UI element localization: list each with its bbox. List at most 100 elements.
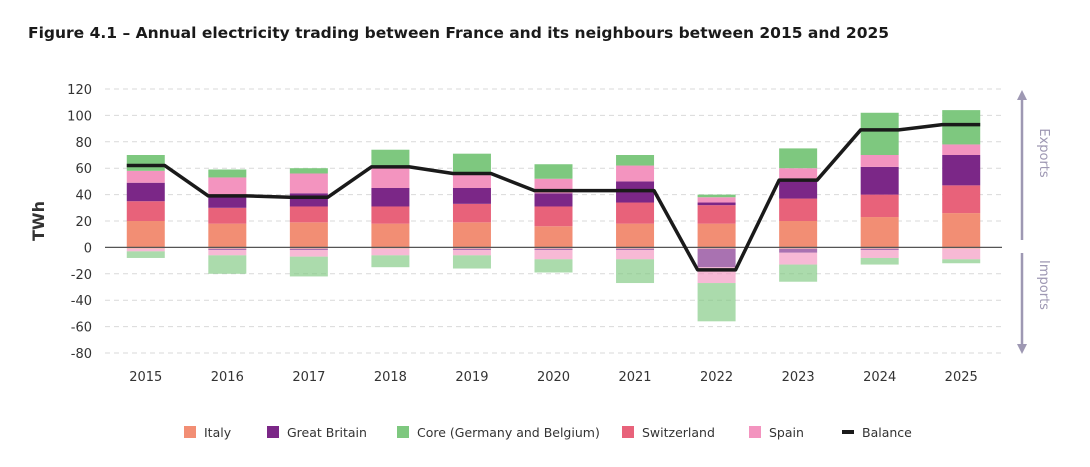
bar-import-italy (942, 247, 981, 249)
legend-swatch (749, 426, 761, 438)
legend-swatch (397, 426, 409, 438)
bar-export-spain (452, 172, 491, 188)
bar-import-italy (860, 247, 899, 249)
legend-label: Spain (769, 425, 804, 440)
bar-export-great (779, 178, 818, 199)
x-tick-label: 2015 (129, 370, 162, 385)
bar-import-core (289, 256, 328, 277)
bar-export-italy (779, 221, 818, 248)
x-tick-label: 2025 (945, 370, 978, 385)
bar-export-italy (452, 222, 491, 248)
bar-export-italy (616, 223, 655, 248)
bar-export-core (126, 155, 165, 171)
bar-export-switzerland (616, 202, 655, 224)
bar-import-spain (289, 250, 328, 257)
bar-export-core (616, 155, 655, 166)
bar-import-italy (289, 247, 328, 249)
bar-import-spain (452, 250, 491, 256)
bar-import-great (697, 248, 736, 268)
legend-swatch (622, 426, 634, 438)
bar-export-core (289, 168, 328, 174)
bar-import-great (534, 248, 573, 251)
bar-export-italy (371, 223, 410, 248)
bar-export-spain (289, 173, 328, 194)
bar-export-italy (942, 213, 981, 248)
bar-import-great (860, 248, 899, 251)
bar-import-spain (534, 250, 573, 260)
bar-import-italy (616, 247, 655, 249)
bar-import-italy (779, 247, 818, 249)
legend-label: Core (Germany and Belgium) (417, 425, 600, 440)
bar-export-italy (860, 217, 899, 248)
bar-import-great (779, 248, 818, 253)
bar-import-core (452, 255, 491, 269)
x-tick-label: 2018 (374, 370, 407, 385)
bar-export-core (779, 148, 818, 169)
bar-import-italy (126, 247, 165, 249)
bar-export-great (371, 188, 410, 207)
bar-export-core (860, 112, 899, 155)
bar-export-great (860, 166, 899, 195)
bar-export-italy (534, 226, 573, 248)
bar-import-core (779, 264, 818, 282)
x-tick-label: 2023 (782, 370, 815, 385)
y-tick-label: 40 (75, 189, 92, 204)
x-tick-label: 2019 (455, 370, 488, 385)
arrow-up-icon (1017, 90, 1027, 100)
bar-import-spain (942, 248, 981, 260)
bar-import-core (697, 283, 736, 322)
bar-export-spain (371, 168, 410, 188)
bar-import-italy (208, 247, 247, 249)
bar-import-core (534, 259, 573, 273)
exports-label: Exports (1036, 128, 1051, 178)
bar-export-core (452, 153, 491, 173)
bar-export-great (208, 194, 247, 208)
y-tick-label: -60 (71, 321, 92, 336)
legend-swatch-line (842, 430, 854, 434)
bar-export-switzerland (452, 203, 491, 223)
bar-export-switzerland (371, 206, 410, 224)
balance-line (126, 122, 981, 272)
bar-import-italy (697, 247, 736, 249)
bar-import-core (371, 255, 410, 268)
y-tick-label: 100 (67, 109, 92, 124)
x-tick-label: 2021 (618, 370, 651, 385)
bar-import-spain (371, 248, 410, 256)
bar-export-spain (616, 165, 655, 182)
y-tick-label: 80 (75, 136, 92, 151)
bar-import-core (616, 259, 655, 284)
bar-import-great (452, 248, 491, 251)
x-tick-label: 2017 (292, 370, 325, 385)
y-tick-label: 60 (75, 162, 92, 177)
bar-export-spain (942, 144, 981, 155)
bar-export-switzerland (942, 185, 981, 214)
bar-import-spain (779, 252, 818, 265)
bar-export-spain (697, 197, 736, 203)
x-tick-label: 2020 (537, 370, 570, 385)
x-tick-label: 2016 (211, 370, 244, 385)
bar-export-switzerland (208, 207, 247, 224)
bar-export-great (697, 202, 736, 206)
bar-export-core (208, 169, 247, 178)
arrow-down-icon (1017, 344, 1027, 354)
bar-export-spain (860, 155, 899, 167)
bar-import-great (289, 248, 328, 251)
imports-label: Imports (1036, 260, 1051, 310)
legend-label: Great Britain (287, 425, 367, 440)
bar-export-switzerland (697, 205, 736, 224)
bar-import-core (860, 257, 899, 265)
legend-label: Switzerland (642, 425, 715, 440)
bar-export-spain (126, 170, 165, 183)
bar-export-core (697, 194, 736, 198)
y-axis-label: TWh (29, 201, 48, 241)
bar-import-core (942, 259, 981, 264)
bar-import-italy (452, 247, 491, 249)
bar-export-italy (126, 221, 165, 248)
bar-import-great (208, 248, 247, 251)
bar-export-core (942, 110, 981, 145)
legend-swatch (267, 426, 279, 438)
bar-export-italy (697, 223, 736, 248)
bar-import-core (208, 255, 247, 274)
bar-export-great (126, 182, 165, 202)
